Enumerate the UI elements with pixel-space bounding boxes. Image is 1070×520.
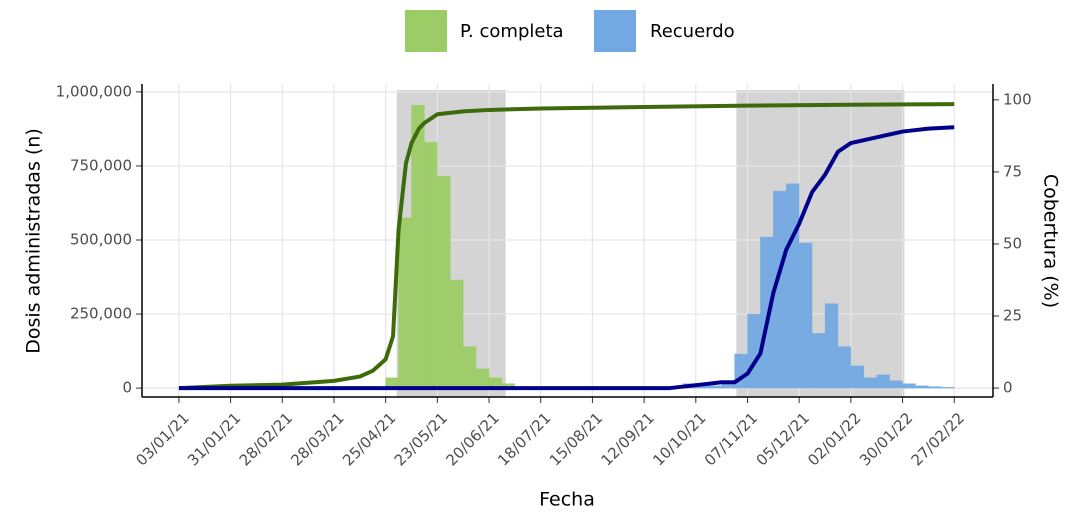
coverage-line xyxy=(178,125,955,391)
y2-tick-label: 100 xyxy=(1003,90,1032,108)
y2-axis-title: Cobertura (%) xyxy=(1040,174,1062,308)
legend: P. completa Recuerdo xyxy=(405,10,735,52)
legend-label: P. completa xyxy=(460,21,564,42)
y-axis-title: Dosis administradas (n) xyxy=(23,128,45,354)
y2-tick-label: 50 xyxy=(1003,234,1022,252)
bar xyxy=(475,368,490,389)
y-tick-label: 750,000 xyxy=(70,156,132,174)
bar xyxy=(462,346,477,389)
legend-label: Recuerdo xyxy=(650,21,735,42)
bar xyxy=(449,279,464,389)
bar xyxy=(760,236,774,389)
y2-tick-label: 0 xyxy=(1003,379,1013,397)
bar xyxy=(798,242,813,389)
y-tick-label: 500,000 xyxy=(70,231,132,249)
legend-swatch xyxy=(405,10,447,52)
x-axis-title: Fecha xyxy=(539,489,595,511)
y-tick-label: 0 xyxy=(122,379,132,397)
bar xyxy=(941,386,955,389)
legend-swatch xyxy=(594,10,636,52)
bar xyxy=(437,176,451,389)
bar xyxy=(424,141,438,389)
bar xyxy=(837,346,852,389)
y2-tick-label: 75 xyxy=(1003,162,1022,180)
bar xyxy=(902,383,916,389)
bar xyxy=(811,333,826,389)
y-tick-label: 250,000 xyxy=(70,305,132,323)
bar xyxy=(889,380,903,389)
bar xyxy=(876,374,890,389)
bar xyxy=(785,183,800,389)
y-tick-label: 1,000,000 xyxy=(56,82,132,100)
bar xyxy=(850,365,865,389)
bar xyxy=(915,385,929,389)
plot-area xyxy=(178,102,955,391)
bar xyxy=(721,383,735,389)
y2-tick-label: 25 xyxy=(1003,307,1022,325)
bar xyxy=(824,303,839,389)
grid xyxy=(142,84,993,397)
bar xyxy=(398,217,412,389)
bar xyxy=(411,104,425,389)
bar xyxy=(928,386,942,389)
bar xyxy=(863,377,878,389)
coverage-line xyxy=(178,102,955,391)
bar xyxy=(747,313,761,389)
bar xyxy=(708,385,722,389)
